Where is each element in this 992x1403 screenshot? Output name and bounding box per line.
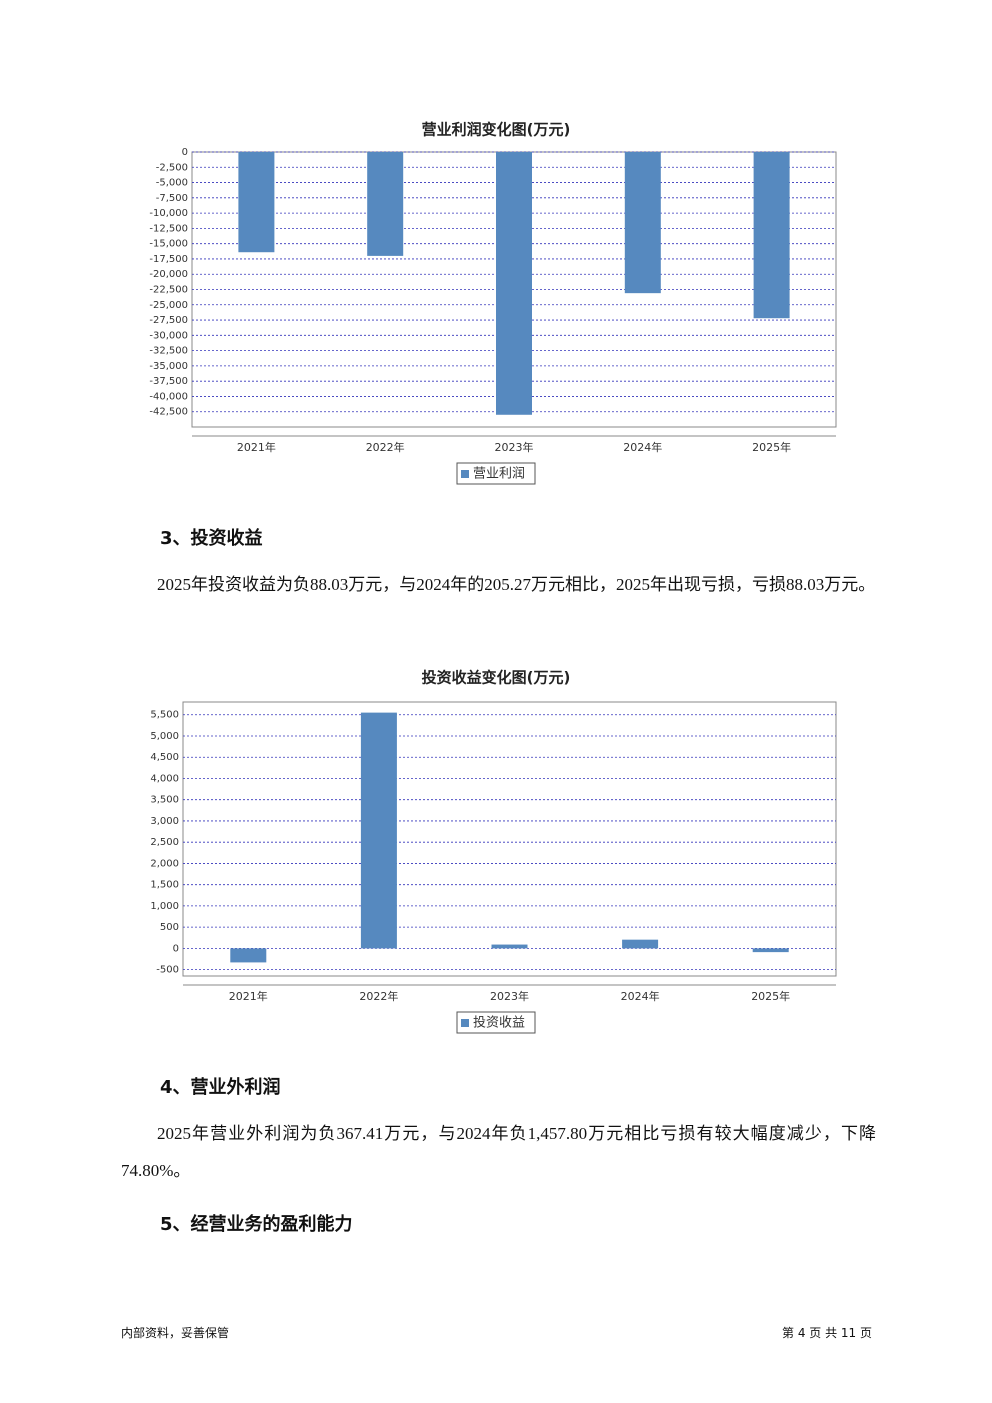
legend-swatch (461, 470, 469, 478)
bar (753, 152, 790, 319)
y-tick-label: 3,000 (150, 816, 179, 827)
y-tick-label: 5,000 (150, 731, 179, 742)
plot-area (182, 701, 837, 977)
y-tick-label: 1,500 (150, 880, 179, 891)
y-tick-label: -20,000 (149, 269, 188, 280)
y-tick-label: -35,000 (149, 361, 188, 372)
y-tick-label: 4,500 (150, 752, 179, 763)
chart: 投资收益变化图(万元) -500 0 500 1,000 1,500 2,000 2,500 3… (150, 669, 837, 1034)
y-tick-label: -12,500 (149, 223, 188, 234)
chart-title: 营业利润变化图(万元) (422, 121, 571, 139)
section-heading: 3、投资收益 (160, 528, 263, 549)
y-tick-label: -27,500 (149, 315, 188, 326)
y-tick-label: -30,000 (149, 330, 188, 341)
bar (624, 152, 661, 294)
x-tick-label: 2021年 (229, 989, 268, 1003)
y-tick-label: 4,000 (150, 773, 179, 784)
footer-right: 第 4 页 共 11 页 (782, 1326, 872, 1340)
bar (491, 944, 528, 949)
y-tick-label: -10,000 (149, 208, 188, 219)
bar (360, 712, 397, 949)
y-tick-label: -37,500 (149, 376, 188, 387)
legend-box (456, 462, 536, 485)
x-tick-label: 2023年 (495, 440, 534, 454)
x-tick-label: 2021年 (237, 440, 276, 454)
x-tick-label: 2025年 (751, 989, 790, 1003)
y-tick-label: -25,000 (149, 300, 188, 311)
y-tick-label: -500 (156, 965, 179, 976)
x-tick-label: 2025年 (752, 440, 791, 454)
x-tick-label: 2024年 (623, 440, 662, 454)
y-tick-label: -22,500 (149, 285, 188, 296)
bar (230, 948, 267, 963)
y-tick-label: -7,500 (156, 193, 188, 204)
y-tick-label: -15,000 (149, 239, 188, 250)
y-tick-label: 5,500 (150, 710, 179, 721)
section-heading: 4、营业外利润 (160, 1077, 281, 1098)
y-tick-label: 3,500 (150, 795, 179, 806)
paragraph: 2025年投资收益为负88.03万元，与2024年的205.27万元相比，202… (157, 575, 876, 594)
x-tick-label: 2022年 (359, 989, 398, 1003)
y-tick-label: -32,500 (149, 346, 188, 357)
footer-left: 内部资料，妥善保管 (121, 1326, 230, 1340)
chart-title: 投资收益变化图(万元) (422, 669, 571, 687)
bar (752, 948, 789, 953)
x-tick-label: 2024年 (621, 989, 660, 1003)
y-tick-label: -5,000 (156, 178, 188, 189)
x-tick-label: 2022年 (366, 440, 405, 454)
bar (496, 152, 532, 415)
y-tick-label: 2,500 (150, 837, 179, 848)
section-heading: 5、经营业务的盈利能力 (160, 1214, 353, 1235)
legend-swatch (461, 1019, 469, 1027)
legend-label: 营业利润 (473, 467, 525, 482)
bar (622, 939, 659, 949)
chart: 营业利润变化图(万元) 0 -2,500 -5,000 -7,500 -10,000 -12… (149, 121, 837, 485)
bar (367, 152, 404, 256)
y-tick-label: -2,500 (156, 162, 188, 173)
y-tick-label: 500 (160, 922, 179, 933)
y-tick-label: 1,000 (150, 901, 179, 912)
paragraph: 2025年营业外利润为负367.41万元，与2024年负1,457.80万元相比… (121, 1124, 876, 1180)
y-tick-label: 0 (182, 147, 188, 158)
y-tick-label: 2,000 (150, 858, 179, 869)
y-tick-label: -17,500 (149, 254, 188, 265)
y-tick-label: -42,500 (149, 407, 188, 418)
y-tick-label: 0 (173, 943, 179, 954)
legend-label: 投资收益 (473, 1015, 525, 1031)
bar (238, 152, 275, 253)
y-tick-label: -40,000 (149, 391, 188, 402)
x-tick-label: 2023年 (490, 989, 529, 1003)
legend-box (456, 1011, 536, 1034)
